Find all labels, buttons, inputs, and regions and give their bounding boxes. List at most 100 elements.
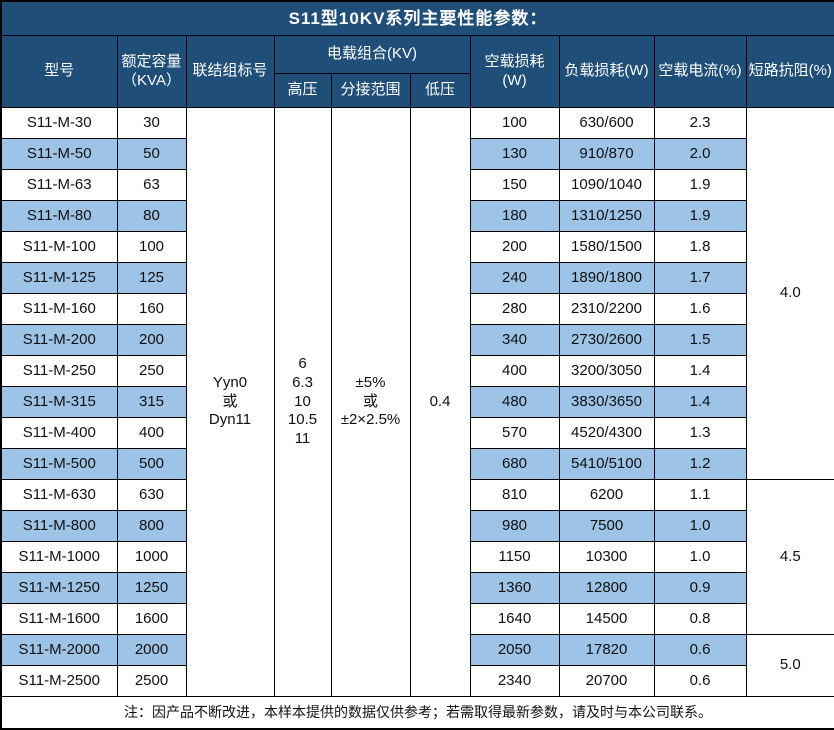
table-row: S11-M-2000 2000 2050 17820 0.6 5.0 bbox=[0, 634, 834, 697]
no-load-loss-cell: 280 bbox=[469, 293, 560, 325]
header-row-sub: 高压 分接范围 低压 bbox=[1, 73, 834, 108]
capacity-cell: 50 bbox=[116, 138, 187, 170]
title-row: S11型10KV系列主要性能参数： bbox=[0, 0, 834, 36]
no-load-current-cell: 1.1 bbox=[653, 479, 747, 511]
col-header-impedance: 短路抗阻(%) bbox=[745, 35, 834, 108]
model-cell: S11-M-200 bbox=[0, 324, 118, 356]
table-row: S11-M-630 630 810 6200 1.1 4.5 bbox=[0, 479, 834, 635]
table-row: S11-M-200 200 340 2730/2600 1.5 bbox=[0, 324, 834, 356]
no-load-loss-cell: 570 bbox=[469, 417, 560, 449]
capacity-cell: 2500 bbox=[116, 665, 187, 697]
no-load-current-cell: 1.4 bbox=[653, 386, 747, 418]
model-cell: S11-M-100 bbox=[0, 231, 118, 263]
load-loss-cell: 6200 bbox=[558, 479, 655, 511]
capacity-cell: 160 bbox=[116, 293, 187, 325]
load-loss-cell: 12800 bbox=[558, 572, 655, 604]
high-voltage-cell: 6 6.3 10 10.5 11 bbox=[273, 107, 332, 697]
no-load-loss-cell: 130 bbox=[469, 138, 560, 170]
no-load-current-cell: 1.6 bbox=[653, 293, 747, 325]
no-load-current-cell: 1.9 bbox=[653, 200, 747, 232]
no-load-current-cell: 1.5 bbox=[653, 324, 747, 356]
load-loss-cell: 2310/2200 bbox=[558, 293, 655, 325]
model-cell: S11-M-250 bbox=[0, 355, 118, 387]
no-load-loss-cell: 340 bbox=[469, 324, 560, 356]
load-loss-cell: 1580/1500 bbox=[558, 231, 655, 263]
table-row: S11-M-125 125 240 1890/1800 1.7 bbox=[0, 262, 834, 294]
table-row: S11-M-80 80 180 1310/1250 1.9 bbox=[0, 200, 834, 232]
capacity-cell: 800 bbox=[116, 510, 187, 542]
table-row: S11-M-160 160 280 2310/2200 1.6 bbox=[0, 293, 834, 325]
no-load-loss-cell: 2340 bbox=[469, 665, 560, 697]
model-cell: S11-M-1250 bbox=[0, 572, 118, 604]
capacity-cell: 1000 bbox=[116, 541, 187, 573]
model-cell: S11-M-30 bbox=[0, 107, 118, 139]
impedance-cell: 4.0 bbox=[745, 107, 834, 480]
model-cell: S11-M-1000 bbox=[0, 541, 118, 573]
load-loss-cell: 1310/1250 bbox=[558, 200, 655, 232]
model-cell: S11-M-2500 bbox=[0, 665, 118, 697]
load-loss-cell: 2730/2600 bbox=[558, 324, 655, 356]
load-loss-cell: 5410/5100 bbox=[558, 448, 655, 480]
model-cell: S11-M-500 bbox=[0, 448, 118, 480]
col-header-high-voltage: 高压 bbox=[273, 73, 332, 108]
no-load-loss-cell: 150 bbox=[469, 169, 560, 201]
no-load-current-cell: 1.3 bbox=[653, 417, 747, 449]
load-loss-cell: 20700 bbox=[558, 665, 655, 697]
header-row-main: 型号 额定容量 （KVA） 联结组标号 电载组合(KV) 空载损耗(W) 负载损… bbox=[0, 35, 834, 108]
load-loss-cell: 7500 bbox=[558, 510, 655, 542]
model-cell: S11-M-63 bbox=[0, 169, 118, 201]
col-header-voltage-combo: 电载组合(KV) bbox=[273, 35, 471, 74]
load-loss-cell: 1090/1040 bbox=[558, 169, 655, 201]
table-row: S11-M-800 800 980 7500 1.0 bbox=[0, 510, 834, 542]
model-cell: S11-M-400 bbox=[0, 417, 118, 449]
capacity-cell: 63 bbox=[116, 169, 187, 201]
model-cell: S11-M-50 bbox=[0, 138, 118, 170]
no-load-current-cell: 0.6 bbox=[653, 665, 747, 697]
capacity-cell: 125 bbox=[116, 262, 187, 294]
model-cell: S11-M-2000 bbox=[0, 634, 118, 666]
no-load-current-cell: 0.6 bbox=[653, 634, 747, 666]
load-loss-cell: 3200/3050 bbox=[558, 355, 655, 387]
load-loss-cell: 910/870 bbox=[558, 138, 655, 170]
impedance-cell: 4.5 bbox=[745, 479, 834, 635]
low-voltage-cell: 0.4 bbox=[409, 107, 471, 697]
col-header-connection-group: 联结组标号 bbox=[185, 35, 275, 108]
no-load-current-cell: 2.3 bbox=[653, 107, 747, 139]
connection-group-cell: Yyn0 或 Dyn11 bbox=[185, 107, 275, 697]
table-row: S11-M-100 100 200 1580/1500 1.8 bbox=[0, 231, 834, 263]
col-header-no-load-loss: 空载损耗(W) bbox=[469, 35, 560, 108]
table-row: S11-M-2500 2500 2340 20700 0.6 bbox=[0, 665, 834, 697]
table-row: S11-M-50 50 130 910/870 2.0 bbox=[0, 138, 834, 170]
no-load-loss-cell: 200 bbox=[469, 231, 560, 263]
capacity-cell: 1600 bbox=[116, 603, 187, 635]
col-header-tap-range: 分接范围 bbox=[330, 73, 411, 108]
table-row: S11-M-1600 1600 1640 14500 0.8 bbox=[0, 603, 834, 635]
no-load-current-cell: 1.7 bbox=[653, 262, 747, 294]
col-header-load-loss: 负载损耗(W) bbox=[558, 35, 655, 108]
table-row: S11-M-63 63 150 1090/1040 1.9 bbox=[0, 169, 834, 201]
load-loss-cell: 1890/1800 bbox=[558, 262, 655, 294]
load-loss-cell: 10300 bbox=[558, 541, 655, 573]
load-loss-cell: 4520/4300 bbox=[558, 417, 655, 449]
no-load-current-cell: 1.0 bbox=[653, 541, 747, 573]
table-body: S11-M-30 30 Yyn0 或 Dyn11 6 6.3 10 10.5 11 ±5… bbox=[0, 107, 834, 697]
capacity-cell: 315 bbox=[116, 386, 187, 418]
no-load-current-cell: 1.8 bbox=[653, 231, 747, 263]
table-row: S11-M-30 30 Yyn0 或 Dyn11 6 6.3 10 10.5 11 ±5… bbox=[0, 107, 834, 697]
no-load-current-cell: 1.2 bbox=[653, 448, 747, 480]
no-load-current-cell: 2.0 bbox=[653, 138, 747, 170]
model-cell: S11-M-125 bbox=[0, 262, 118, 294]
no-load-loss-cell: 1640 bbox=[469, 603, 560, 635]
capacity-cell: 500 bbox=[116, 448, 187, 480]
model-cell: S11-M-80 bbox=[0, 200, 118, 232]
load-loss-cell: 3830/3650 bbox=[558, 386, 655, 418]
capacity-cell: 2000 bbox=[116, 634, 187, 666]
col-header-model: 型号 bbox=[0, 35, 118, 108]
capacity-cell: 30 bbox=[116, 107, 187, 139]
no-load-current-cell: 1.4 bbox=[653, 355, 747, 387]
no-load-loss-cell: 680 bbox=[469, 448, 560, 480]
model-cell: S11-M-315 bbox=[0, 386, 118, 418]
no-load-current-cell: 0.8 bbox=[653, 603, 747, 635]
no-load-loss-cell: 1150 bbox=[469, 541, 560, 573]
